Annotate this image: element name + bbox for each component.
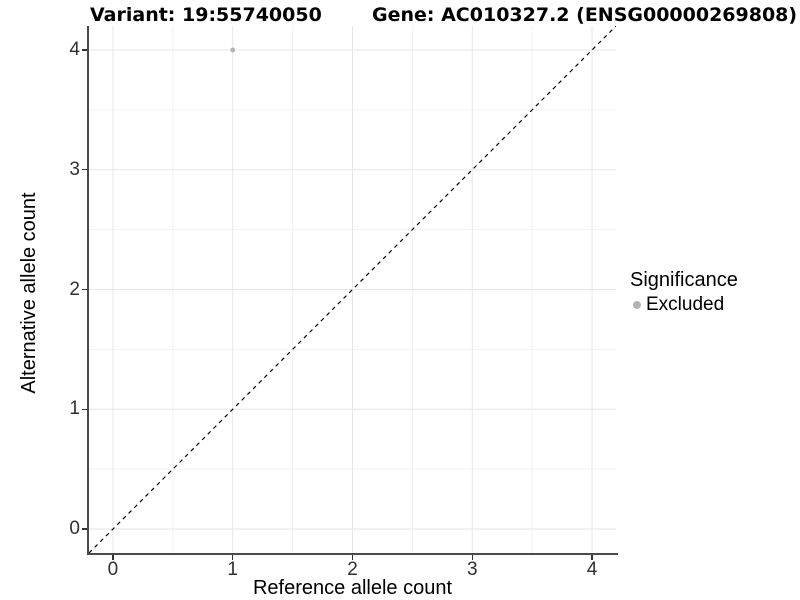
legend-item-excluded: Excluded [630,294,798,316]
x-tick-mark [591,555,593,560]
y-tick-mark [82,288,87,291]
x-tick-label: 4 [586,559,598,580]
x-tick-label: 0 [107,559,119,580]
legend-item-label: Excluded [646,294,725,315]
y-axis-title: Alternative allele count [18,192,40,394]
y-tick-mark [82,49,87,51]
chart-canvas [88,25,617,554]
plot-panel [88,25,617,554]
excluded-point-icon [633,301,641,309]
y-tick-label: 4 [69,38,80,60]
x-axis-line [87,553,618,555]
x-tick-label: 2 [347,559,358,580]
y-tick-label: 0 [69,518,80,540]
x-tick-label: 3 [466,559,478,580]
y-tick-mark [82,528,87,530]
y-tick-mark [82,408,87,411]
x-tick-mark [471,555,474,560]
x-tick-mark [231,555,234,560]
x-tick-mark [351,555,354,560]
y-tick-mark [82,168,87,171]
legend-title: Significance [630,269,738,291]
y-axis-line [87,26,89,555]
x-axis-title: Reference allele count [252,577,452,599]
data-point-excluded [230,47,236,53]
y-tick-label: 3 [69,158,80,180]
gene-title: Gene: AC010327.2 (ENSG00000269808) [372,4,798,26]
y-tick-label: 2 [69,278,80,300]
x-tick-mark [112,555,114,560]
legend: Significance Excluded [630,268,798,316]
variant-title: Variant: 19:55740050 [90,4,322,26]
y-tick-label: 1 [69,398,80,420]
x-tick-label: 1 [227,559,238,580]
